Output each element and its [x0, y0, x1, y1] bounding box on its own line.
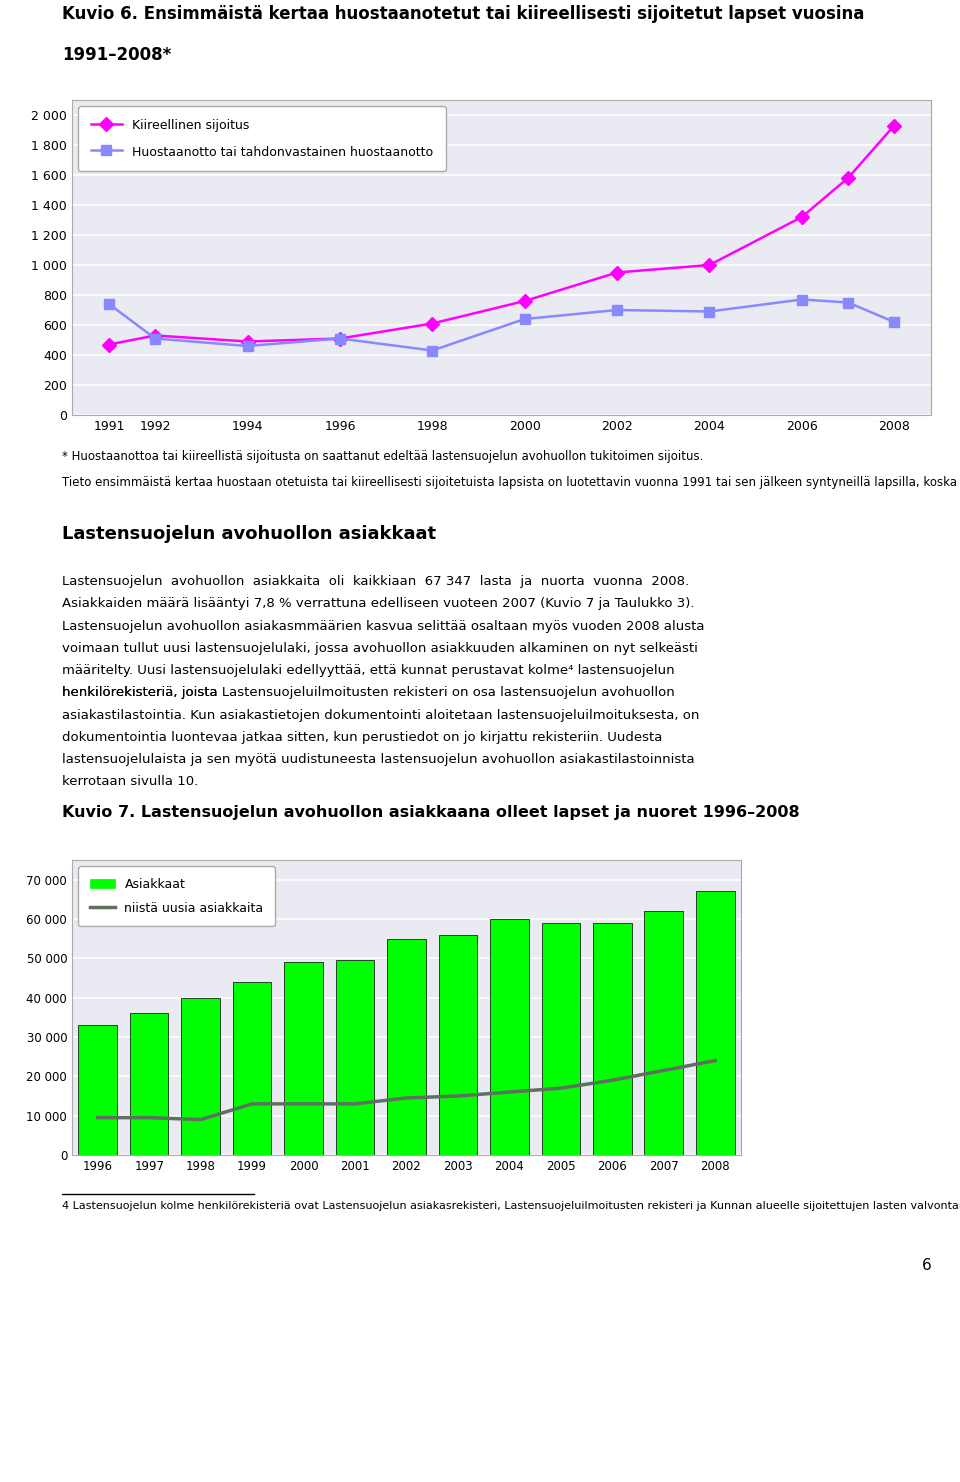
Bar	[284, 962, 323, 1154]
Text: kerrotaan sivulla 10.: kerrotaan sivulla 10.	[62, 775, 199, 788]
Text: 6: 6	[922, 1258, 931, 1273]
Bar	[130, 1014, 169, 1154]
Huostaanotto tai tahdonvastainen huostaanotto	[796, 290, 807, 308]
Bar	[79, 1026, 117, 1154]
Kiireellinen sijoitus	[150, 326, 161, 344]
Text: Lastensuojelun avohuollon asiakasmmäärien kasvua selittää osaltaan myös vuoden 2: Lastensuojelun avohuollon asiakasmmäärie…	[62, 619, 705, 633]
Legend: Asiakkaat, niistä uusia asiakkaita: Asiakkaat, niistä uusia asiakkaita	[79, 867, 275, 926]
Text: voimaan tullut uusi lastensuojelulaki, jossa avohuollon asiakkuuden alkaminen on: voimaan tullut uusi lastensuojelulaki, j…	[62, 642, 698, 655]
Huostaanotto tai tahdonvastainen huostaanotto	[889, 313, 900, 330]
Text: Lastensuojelun  avohuollon  asiakkaita  oli  kaikkiaan  67 347  lasta  ja  nuort: Lastensuojelun avohuollon asiakkaita oli…	[62, 575, 689, 588]
Text: Kuvio 7. Lastensuojelun avohuollon asiakkaana olleet lapset ja nuoret 1996–2008: Kuvio 7. Lastensuojelun avohuollon asiak…	[62, 805, 800, 820]
Line: Huostaanotto tai tahdonvastainen huostaanotto: Huostaanotto tai tahdonvastainen huostaa…	[104, 295, 900, 356]
Line: Kiireellinen sijoitus: Kiireellinen sijoitus	[104, 120, 900, 350]
Text: dokumentointia luontevaa jatkaa sitten, kun perustiedot on jo kirjattu rekisteri: dokumentointia luontevaa jatkaa sitten, …	[62, 731, 662, 744]
Bar	[491, 919, 529, 1154]
Huostaanotto tai tahdonvastainen huostaanotto	[334, 329, 346, 347]
Text: 1991–2008*: 1991–2008*	[62, 46, 172, 64]
Bar	[336, 960, 374, 1154]
Huostaanotto tai tahdonvastainen huostaanotto	[426, 342, 438, 360]
Bar	[593, 923, 632, 1154]
Text: Asiakkaiden määrä lisääntyi 7,8 % verrattuna edelliseen vuoteen 2007 (Kuvio 7 ja: Asiakkaiden määrä lisääntyi 7,8 % verrat…	[62, 597, 695, 611]
Kiireellinen sijoitus	[426, 314, 438, 332]
Huostaanotto tai tahdonvastainen huostaanotto	[842, 293, 853, 311]
Text: Kuvio 6. Ensimmäistä kertaa huostaanotetut tai kiireellisesti sijoitetut lapset : Kuvio 6. Ensimmäistä kertaa huostaanotet…	[62, 4, 865, 24]
Kiireellinen sijoitus	[242, 332, 253, 350]
Bar	[439, 935, 477, 1154]
Bar	[387, 938, 426, 1154]
Kiireellinen sijoitus	[796, 207, 807, 225]
Huostaanotto tai tahdonvastainen huostaanotto	[103, 295, 114, 313]
Bar	[541, 923, 580, 1154]
Kiireellinen sijoitus	[842, 169, 853, 187]
Kiireellinen sijoitus	[334, 329, 346, 347]
Bar	[181, 997, 220, 1154]
Huostaanotto tai tahdonvastainen huostaanotto	[704, 302, 715, 320]
Bar	[696, 892, 734, 1154]
Legend: Kiireellinen sijoitus, Huostaanotto tai tahdonvastainen huostaanotto: Kiireellinen sijoitus, Huostaanotto tai …	[79, 107, 445, 170]
Text: * Huostaanottoa tai kiireellistä sijoitusta on saattanut edeltää lastensuojelun : * Huostaanottoa tai kiireellistä sijoitu…	[62, 451, 704, 462]
Text: 4 Lastensuojelun kolme henkilörekisteriä ovat Lastensuojelun asiakasrekisteri, L: 4 Lastensuojelun kolme henkilörekisteriä…	[62, 1202, 960, 1211]
Text: määritelty. Uusi lastensuojelulaki edellyyttää, että kunnat perustavat kolme⁴ la: määritelty. Uusi lastensuojelulaki edell…	[62, 664, 675, 677]
Huostaanotto tai tahdonvastainen huostaanotto	[519, 310, 531, 328]
Bar	[233, 983, 272, 1154]
Text: henkilörekisteriä, joista Lastensuojeluilmoitusten rekisteri on osa lastensuojel: henkilörekisteriä, joista Lastensuojelui…	[62, 686, 675, 700]
Kiireellinen sijoitus	[889, 117, 900, 135]
Kiireellinen sijoitus	[519, 292, 531, 310]
Text: henkilörekisteriä, joista Lastensuojeluilmoitusten rekisteri on osa lastensuojel: henkilörekisteriä, joista Lastensuojelui…	[62, 686, 675, 700]
Huostaanotto tai tahdonvastainen huostaanotto	[150, 329, 161, 347]
Text: Lastensuojelun avohuollon asiakkaat: Lastensuojelun avohuollon asiakkaat	[62, 525, 437, 542]
Text: Tieto ensimmäistä kertaa huostaan otetuista tai kiireellisesti sijoitetuista lap: Tieto ensimmäistä kertaa huostaan otetui…	[62, 476, 960, 489]
Huostaanotto tai tahdonvastainen huostaanotto	[612, 301, 623, 319]
Kiireellinen sijoitus	[612, 264, 623, 282]
Text: asiakastilastointia. Kun asiakastietojen dokumentointi aloitetaan lastensuojelui: asiakastilastointia. Kun asiakastietojen…	[62, 708, 700, 722]
Huostaanotto tai tahdonvastainen huostaanotto	[242, 336, 253, 354]
Kiireellinen sijoitus	[103, 335, 114, 353]
Text: lastensuojelulaista ja sen myötä uudistuneesta lastensuojelun avohuollon asiakas: lastensuojelulaista ja sen myötä uudistu…	[62, 753, 695, 766]
Kiireellinen sijoitus	[704, 256, 715, 274]
Text: henkilörekisteriä, joista: henkilörekisteriä, joista	[62, 686, 223, 700]
Bar	[644, 911, 684, 1154]
